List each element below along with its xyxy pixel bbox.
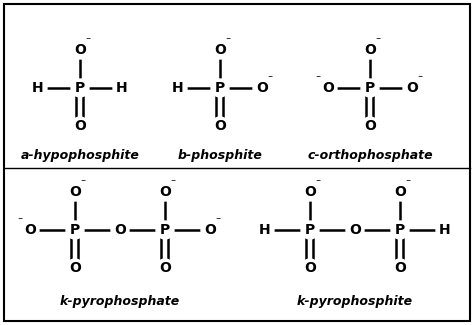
Circle shape bbox=[66, 259, 84, 277]
Text: P: P bbox=[365, 81, 375, 95]
Circle shape bbox=[211, 79, 229, 97]
Text: O: O bbox=[349, 223, 361, 237]
Text: P: P bbox=[75, 81, 85, 95]
Text: a-hypophosphite: a-hypophosphite bbox=[20, 150, 139, 162]
Text: ⁻: ⁻ bbox=[405, 178, 410, 188]
Circle shape bbox=[361, 117, 379, 135]
Circle shape bbox=[256, 221, 274, 239]
Text: ⁻: ⁻ bbox=[85, 36, 91, 46]
Circle shape bbox=[156, 221, 174, 239]
Text: O: O bbox=[406, 81, 418, 95]
Text: c-orthophosphate: c-orthophosphate bbox=[307, 150, 433, 162]
Circle shape bbox=[301, 183, 319, 201]
Text: O: O bbox=[204, 223, 216, 237]
Circle shape bbox=[301, 259, 319, 277]
Text: ⁻: ⁻ bbox=[375, 36, 381, 46]
Text: H: H bbox=[32, 81, 44, 95]
Circle shape bbox=[66, 183, 84, 201]
Circle shape bbox=[211, 117, 229, 135]
Circle shape bbox=[211, 41, 229, 59]
Circle shape bbox=[346, 221, 364, 239]
Text: O: O bbox=[322, 81, 334, 95]
Text: O: O bbox=[74, 119, 86, 133]
Text: O: O bbox=[69, 185, 81, 199]
Text: ⁻: ⁻ bbox=[171, 178, 175, 188]
Circle shape bbox=[201, 221, 219, 239]
Text: H: H bbox=[439, 223, 451, 237]
Text: P: P bbox=[395, 223, 405, 237]
Text: ⁻: ⁻ bbox=[18, 216, 23, 226]
Circle shape bbox=[391, 259, 409, 277]
Text: ⁻: ⁻ bbox=[315, 74, 320, 84]
Text: ⁻: ⁻ bbox=[267, 74, 273, 84]
Text: O: O bbox=[304, 261, 316, 275]
Text: O: O bbox=[159, 185, 171, 199]
Text: H: H bbox=[116, 81, 128, 95]
Text: H: H bbox=[172, 81, 184, 95]
Circle shape bbox=[169, 79, 187, 97]
Circle shape bbox=[436, 221, 454, 239]
Text: O: O bbox=[394, 261, 406, 275]
Circle shape bbox=[391, 183, 409, 201]
Circle shape bbox=[301, 221, 319, 239]
Circle shape bbox=[21, 221, 39, 239]
Text: k-pyrophosphite: k-pyrophosphite bbox=[297, 295, 413, 308]
Text: b-phosphite: b-phosphite bbox=[178, 150, 263, 162]
Text: P: P bbox=[70, 223, 80, 237]
Text: O: O bbox=[364, 43, 376, 57]
Text: O: O bbox=[159, 261, 171, 275]
Circle shape bbox=[319, 79, 337, 97]
Text: O: O bbox=[214, 43, 226, 57]
Circle shape bbox=[29, 79, 47, 97]
Circle shape bbox=[71, 79, 89, 97]
Text: ⁻: ⁻ bbox=[216, 216, 220, 226]
Text: ⁻: ⁻ bbox=[418, 74, 422, 84]
Text: O: O bbox=[394, 185, 406, 199]
Text: O: O bbox=[69, 261, 81, 275]
Circle shape bbox=[391, 221, 409, 239]
Circle shape bbox=[253, 79, 271, 97]
Text: k-pyrophosphate: k-pyrophosphate bbox=[60, 295, 180, 308]
Text: ⁻: ⁻ bbox=[226, 36, 230, 46]
Text: O: O bbox=[24, 223, 36, 237]
Text: H: H bbox=[259, 223, 271, 237]
Circle shape bbox=[113, 79, 131, 97]
Circle shape bbox=[403, 79, 421, 97]
Circle shape bbox=[156, 183, 174, 201]
Text: O: O bbox=[364, 119, 376, 133]
Circle shape bbox=[71, 117, 89, 135]
Text: O: O bbox=[214, 119, 226, 133]
Circle shape bbox=[361, 79, 379, 97]
Circle shape bbox=[71, 41, 89, 59]
Text: P: P bbox=[305, 223, 315, 237]
Text: O: O bbox=[74, 43, 86, 57]
Circle shape bbox=[361, 41, 379, 59]
Circle shape bbox=[156, 259, 174, 277]
Text: O: O bbox=[114, 223, 126, 237]
Circle shape bbox=[66, 221, 84, 239]
Text: P: P bbox=[215, 81, 225, 95]
Text: ⁻: ⁻ bbox=[315, 178, 320, 188]
Text: O: O bbox=[256, 81, 268, 95]
Circle shape bbox=[111, 221, 129, 239]
Text: P: P bbox=[160, 223, 170, 237]
Text: O: O bbox=[304, 185, 316, 199]
Text: ⁻: ⁻ bbox=[81, 178, 86, 188]
